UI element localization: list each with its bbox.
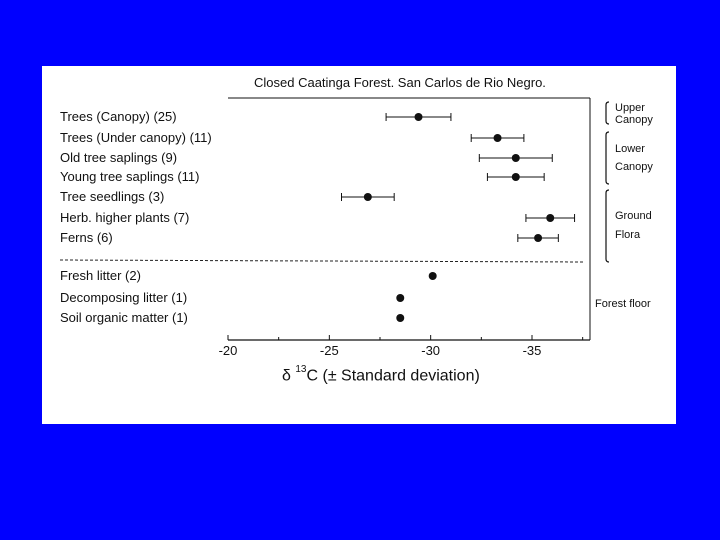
- group-line: Forest floor: [595, 298, 651, 310]
- row-label: Tree seedlings (3): [60, 189, 165, 204]
- row-label: Ferns (6): [60, 230, 113, 245]
- brace-ground-flora: [605, 189, 610, 263]
- data-point: [396, 294, 405, 302]
- row-label: Trees (Under canopy) (11): [60, 130, 212, 145]
- data-point: [396, 314, 405, 322]
- data-point: [428, 272, 437, 280]
- row-label: Fresh litter (2): [60, 268, 141, 283]
- data-point: [414, 113, 423, 121]
- brace-upper-canopy: [605, 101, 610, 125]
- x-tick-label: -25: [319, 343, 339, 358]
- data-point: [363, 193, 372, 201]
- figure-panel: Closed Caatinga Forest. San Carlos de Ri…: [42, 66, 676, 424]
- row-label: Young tree saplings (11): [60, 169, 200, 184]
- data-point: [511, 154, 520, 162]
- row-label: Trees (Canopy) (25): [60, 109, 177, 124]
- group-lower-canopy: Lower Canopy: [615, 140, 653, 176]
- x-axis-label-delta: δ: [282, 367, 291, 385]
- group-line: Lower: [615, 143, 645, 155]
- group-line: Upper: [615, 102, 645, 114]
- x-axis-label: δ 13C (± Standard deviation): [282, 364, 480, 385]
- data-point: [493, 134, 502, 142]
- plot-area: [59, 97, 610, 341]
- x-axis-label-superscript: 13: [295, 364, 307, 375]
- row-label: Decomposing litter (1): [60, 290, 188, 305]
- group-line: Canopy: [615, 161, 653, 173]
- data-point: [511, 173, 520, 181]
- dashed-separator: [59, 259, 585, 263]
- group-line: Flora: [615, 229, 641, 241]
- row-label: Soil organic matter (1): [60, 310, 188, 325]
- chart-title: Closed Caatinga Forest. San Carlos de Ri…: [254, 75, 546, 90]
- group-upper-canopy: Upper Canopy: [615, 102, 653, 126]
- brace-lower-canopy: [605, 131, 610, 185]
- x-tick-label: -20: [218, 343, 238, 358]
- row-label: Herb. higher plants (7): [60, 210, 190, 225]
- group-forest-floor: Forest floor: [595, 298, 651, 310]
- group-line: Canopy: [615, 114, 653, 126]
- data-point: [546, 214, 555, 222]
- group-ground-flora: Ground Flora: [615, 207, 652, 245]
- data-point: [534, 234, 543, 242]
- row-label: Old tree saplings (9): [60, 150, 178, 165]
- x-tick-label: -30: [421, 343, 441, 358]
- x-tick-label: -35: [522, 343, 542, 358]
- x-axis-label-rest: C (± Standard deviation): [306, 367, 480, 385]
- group-line: Ground: [615, 210, 652, 222]
